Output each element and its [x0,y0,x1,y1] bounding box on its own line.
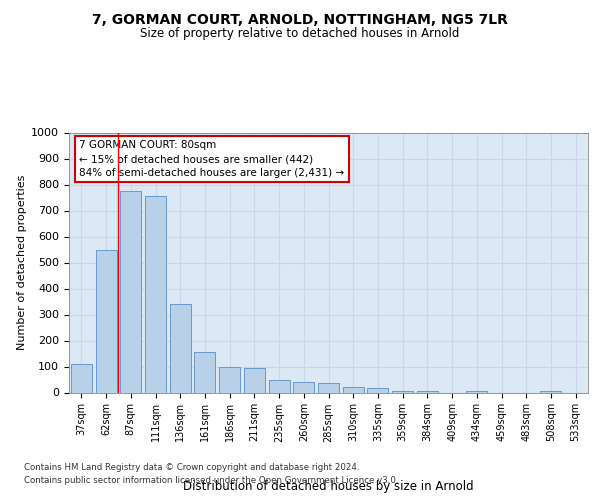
Bar [71,364,92,392]
Text: 7, GORMAN COURT, ARNOLD, NOTTINGHAM, NG5 7LR: 7, GORMAN COURT, ARNOLD, NOTTINGHAM, NG5… [92,12,508,26]
Bar [244,368,265,392]
Bar [343,388,364,392]
Bar [170,304,191,392]
Bar [367,388,388,392]
Bar [194,352,215,393]
Bar [417,391,438,392]
Text: 7 GORMAN COURT: 80sqm
← 15% of detached houses are smaller (442)
84% of semi-det: 7 GORMAN COURT: 80sqm ← 15% of detached … [79,140,344,178]
Bar [466,391,487,392]
Bar [145,196,166,392]
Y-axis label: Number of detached properties: Number of detached properties [17,175,27,350]
Bar [318,382,339,392]
Bar [392,391,413,392]
Bar [120,191,141,392]
Text: Contains HM Land Registry data © Crown copyright and database right 2024.: Contains HM Land Registry data © Crown c… [24,464,359,472]
Bar [541,391,562,392]
Bar [95,250,116,392]
Bar [269,380,290,392]
Text: Size of property relative to detached houses in Arnold: Size of property relative to detached ho… [140,28,460,40]
Bar [219,366,240,392]
Text: Contains public sector information licensed under the Open Government Licence v3: Contains public sector information licen… [24,476,398,485]
Bar [293,382,314,392]
X-axis label: Distribution of detached houses by size in Arnold: Distribution of detached houses by size … [183,480,474,494]
